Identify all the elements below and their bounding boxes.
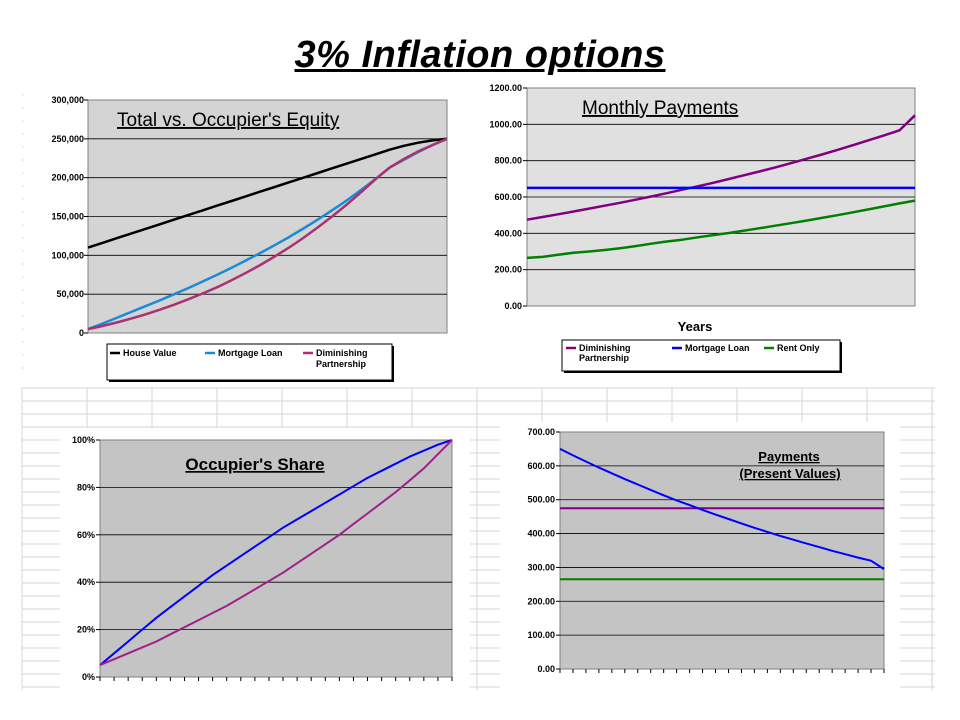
y-tick-label: 0.00 [537, 664, 555, 674]
y-tick-label: 100.00 [527, 630, 555, 640]
legend-box [561, 339, 841, 372]
y-tick-label: 400.00 [527, 529, 555, 539]
chart-3: 0% 20% 40% 60% 80% 100% Occupier's Share [60, 428, 470, 690]
chart-4: 0.00 100.00 200.00 300.00 400.00 500.00 600.00… [500, 422, 900, 690]
chart-title: Payments [758, 449, 819, 464]
chart-title: Total vs. Occupier's Equity [117, 110, 340, 131]
y-tick-label: 80% [77, 482, 95, 492]
y-tick-label: 50,000 [56, 289, 84, 299]
legend-label: Rent Only [777, 343, 820, 353]
y-tick-label: 200.00 [527, 596, 555, 606]
slide-title: 3% Inflation options [294, 34, 666, 76]
series-line-diminishing-partnership [87, 137, 448, 331]
legend-label: Partnership [579, 353, 630, 363]
series-line-1 [99, 439, 453, 666]
legend-label: Partnership [316, 359, 367, 369]
y-tick-label: 600.00 [494, 192, 522, 202]
legend-label: Mortgage Loan [685, 343, 750, 353]
y-tick-label: 400.00 [494, 228, 522, 238]
y-tick-label: 300.00 [527, 562, 555, 572]
series-line-2 [99, 439, 453, 667]
y-tick-label: 1200.00 [489, 83, 522, 93]
series-line-house-value [87, 137, 448, 249]
chart-2: 0.00 200.00 400.00 600.00 800.00 1000.00 1200.… [468, 82, 930, 376]
y-tick-label: 250,000 [51, 134, 84, 144]
legend-box [106, 343, 393, 381]
legend-label: Mortgage Loan [218, 348, 283, 358]
y-tick-label: 800.00 [494, 156, 522, 166]
chart-title: Monthly Payments [582, 98, 738, 119]
y-tick-label: 1000.00 [489, 119, 522, 129]
plot-area [99, 439, 453, 678]
y-tick-label: 150,000 [51, 212, 84, 222]
chart-1: 0 50,000 100,000 150,000 200,000 250,000 300,0… [24, 90, 465, 382]
x-axis-label: Years [678, 319, 713, 334]
y-tick-label: 0 [79, 328, 84, 338]
y-tick-label: 500.00 [527, 495, 555, 505]
chart-subtitle: (Present Values) [739, 466, 840, 481]
legend-label: Diminishing [316, 348, 368, 358]
y-tick-label: 700.00 [527, 427, 555, 437]
y-tick-label: 100,000 [51, 250, 84, 260]
series-line-rent-only [526, 199, 916, 260]
y-tick-label: 40% [77, 577, 95, 587]
legend-label: Diminishing [579, 343, 631, 353]
chart-title: Occupier's Share [185, 455, 324, 474]
y-tick-label: 100% [72, 435, 95, 445]
y-tick-label: 20% [77, 625, 95, 635]
legend-label: House Value [123, 348, 177, 358]
series-line-diminishing-partnership [526, 114, 916, 221]
y-tick-label: 0.00 [504, 301, 522, 311]
series-line-2 [559, 448, 885, 570]
y-tick-label: 0% [82, 672, 95, 682]
y-tick-label: 60% [77, 530, 95, 540]
y-tick-label: 200,000 [51, 173, 84, 183]
y-tick-label: 200.00 [494, 265, 522, 275]
y-tick-label: 300,000 [51, 95, 84, 105]
y-tick-label: 600.00 [527, 461, 555, 471]
